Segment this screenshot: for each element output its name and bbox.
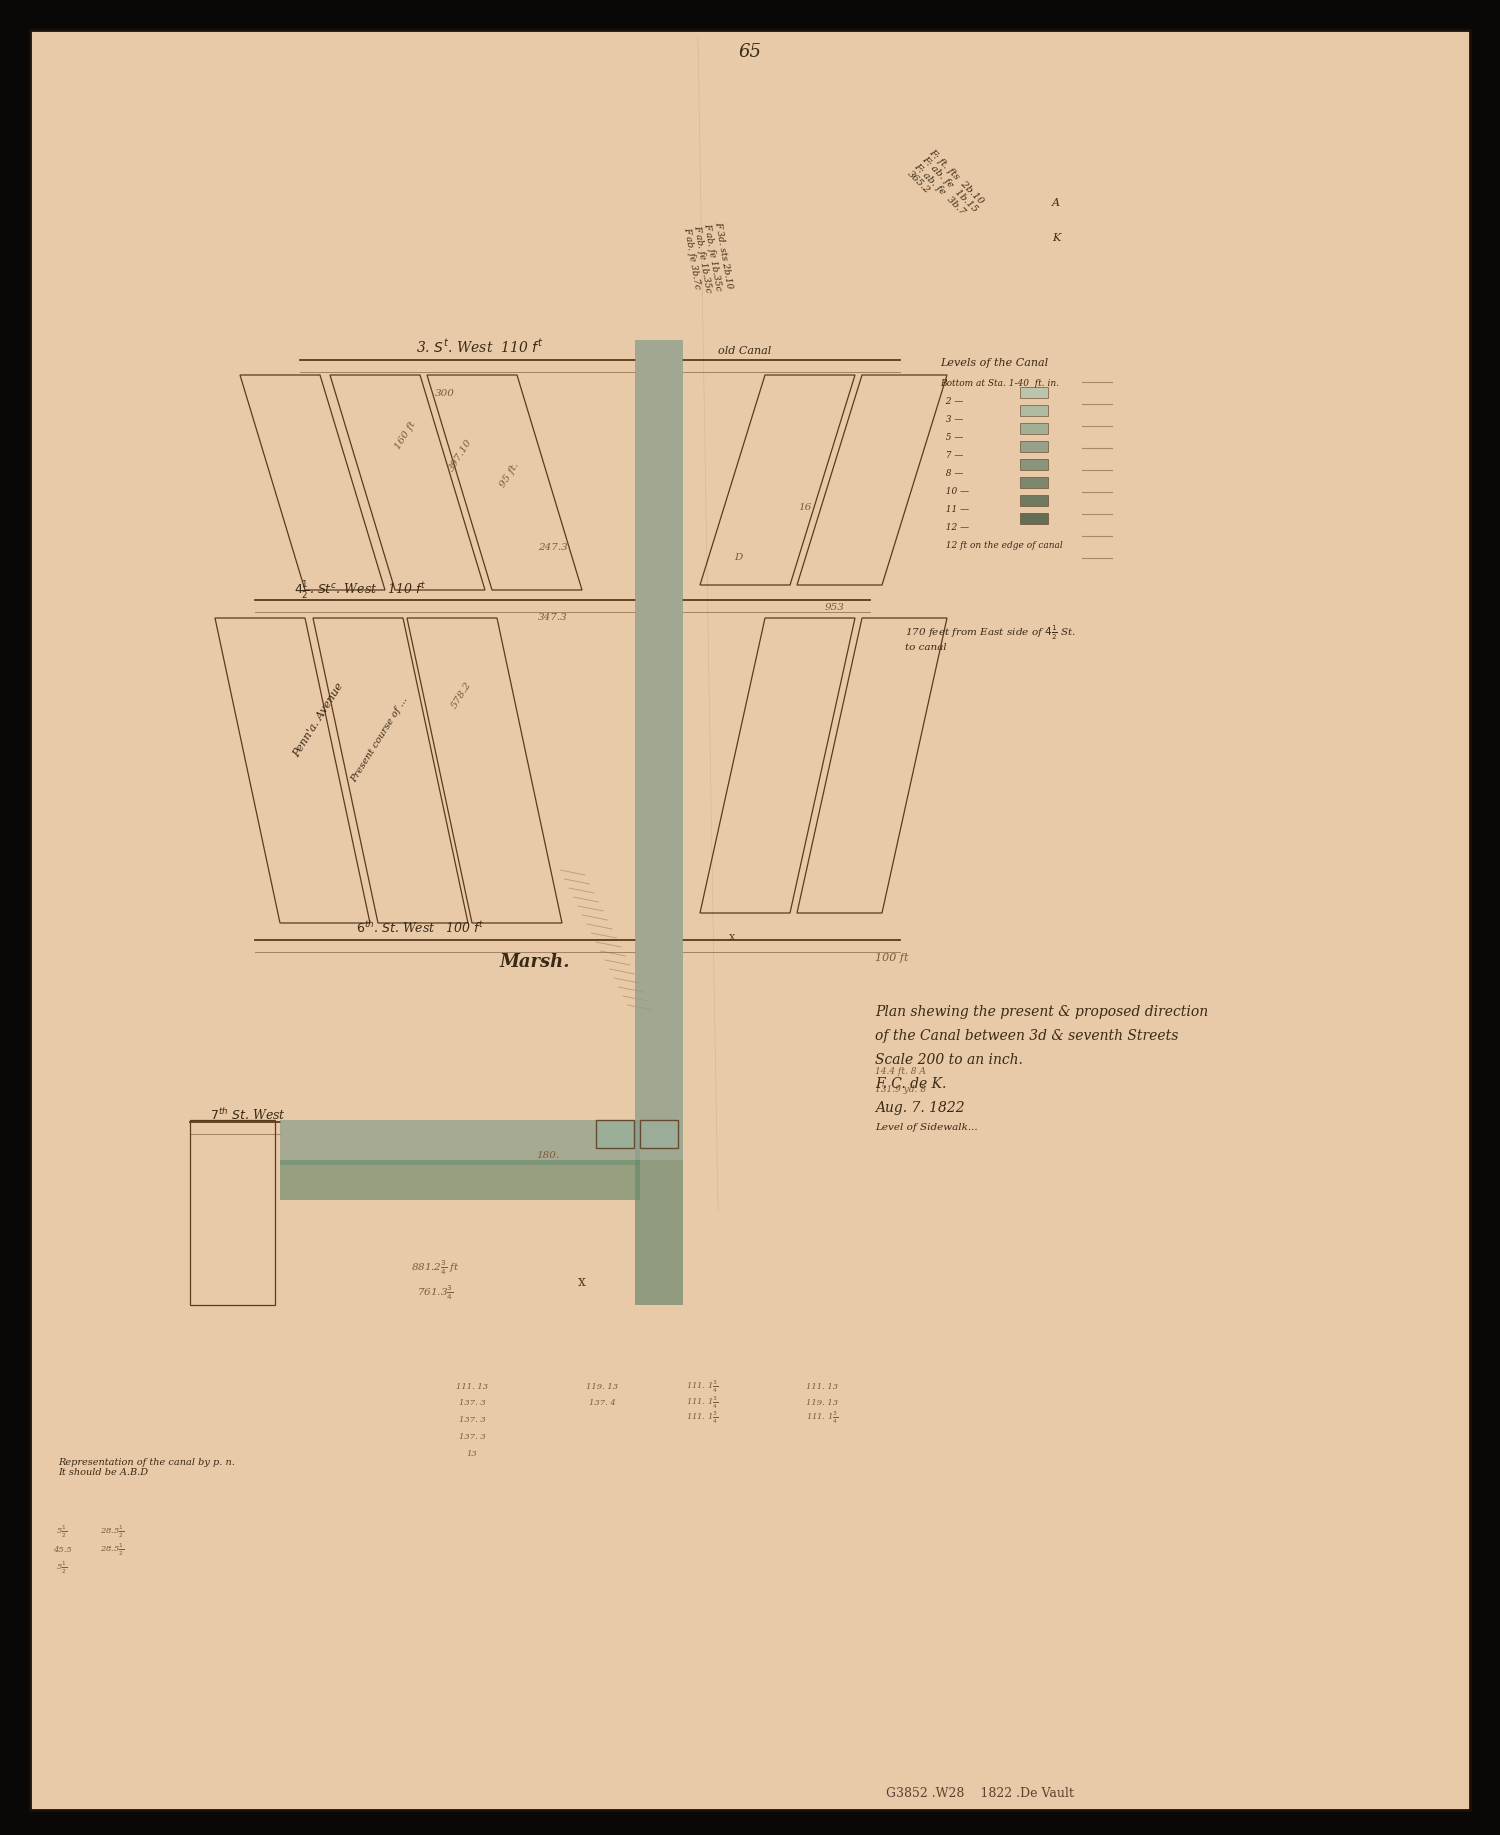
Text: 3. $S^t$. West  110 $f^t$: 3. $S^t$. West 110 $f^t$ <box>417 338 543 356</box>
Bar <box>1020 459 1048 470</box>
Text: Penn'a. Avenue: Penn'a. Avenue <box>291 681 345 760</box>
Bar <box>1020 477 1048 488</box>
Text: 100 ft: 100 ft <box>874 952 909 963</box>
Text: 881.2$\frac{3}{4}$ ft: 881.2$\frac{3}{4}$ ft <box>411 1259 459 1277</box>
Bar <box>1020 387 1048 398</box>
Text: Representation of the canal by p. n.
It should be A.B.D: Representation of the canal by p. n. It … <box>58 1459 236 1477</box>
Text: F: ft. fts  2b.10
F: ab. fe  1b.15
F: ab. fe  3b.7
365.2: F: ft. fts 2b.10 F: ab. fe 1b.15 F: ab. … <box>904 147 987 229</box>
Bar <box>634 1160 682 1305</box>
Text: 111. 1$\frac{3}{4}$: 111. 1$\frac{3}{4}$ <box>806 1409 838 1426</box>
Text: 137. 3: 137. 3 <box>459 1417 486 1424</box>
Text: 180.: 180. <box>537 1151 560 1160</box>
Text: x: x <box>729 932 735 941</box>
Text: 8 —: 8 — <box>940 468 963 477</box>
Text: 347.3: 347.3 <box>538 613 568 622</box>
Text: 45.5: 45.5 <box>53 1547 72 1554</box>
Bar <box>1020 495 1048 506</box>
Text: 14.4 ft. 8 A: 14.4 ft. 8 A <box>874 1068 926 1077</box>
Text: Bottom at Sta. 1-40  ft. in.: Bottom at Sta. 1-40 ft. in. <box>940 378 1059 387</box>
Text: Plan shewing the present & proposed direction
of the Canal between 3d & seventh : Plan shewing the present & proposed dire… <box>874 1006 1208 1114</box>
Text: $6^{th}$. $St$. West   100 $f^t$: $6^{th}$. $St$. West 100 $f^t$ <box>356 919 484 936</box>
Bar <box>1020 440 1048 451</box>
Text: G3852 .W28    1822 .De Vault: G3852 .W28 1822 .De Vault <box>886 1787 1074 1800</box>
Text: 28.5$\frac{1}{2}$: 28.5$\frac{1}{2}$ <box>100 1523 124 1540</box>
Text: $7^{th}$ $St$. West: $7^{th}$ $St$. West <box>210 1107 286 1123</box>
Text: 131.9 yd. 8: 131.9 yd. 8 <box>874 1086 926 1094</box>
Text: 28.5$\frac{1}{2}$: 28.5$\frac{1}{2}$ <box>100 1541 124 1558</box>
Text: 137. 4: 137. 4 <box>588 1398 615 1407</box>
Bar <box>1020 406 1048 417</box>
Text: 3 —: 3 — <box>940 415 963 424</box>
Text: 119. 13: 119. 13 <box>586 1384 618 1391</box>
Text: 300: 300 <box>435 389 454 398</box>
Text: 5$\frac{1}{2}$: 5$\frac{1}{2}$ <box>57 1523 68 1540</box>
Text: 12 —: 12 — <box>940 523 969 532</box>
Text: 7 —: 7 — <box>940 451 963 459</box>
Text: 137. 3: 137. 3 <box>459 1433 486 1440</box>
Text: Levels of the Canal: Levels of the Canal <box>940 358 1048 369</box>
Text: Marsh.: Marsh. <box>500 952 570 971</box>
Bar <box>190 1119 274 1305</box>
Bar <box>596 1119 634 1149</box>
Text: 5$\frac{1}{2}$: 5$\frac{1}{2}$ <box>57 1560 68 1576</box>
Text: 11 —: 11 — <box>940 505 969 514</box>
Text: A


K: A K <box>1052 198 1060 242</box>
Text: 953: 953 <box>825 604 844 613</box>
Text: 95 ft.: 95 ft. <box>500 461 520 490</box>
Text: 160 ft: 160 ft <box>393 420 417 451</box>
Text: 119. 13: 119. 13 <box>806 1398 838 1407</box>
Text: 170 feet from East side of $4\frac{1}{2}$ St.
to canal: 170 feet from East side of $4\frac{1}{2}… <box>904 624 1076 653</box>
Text: 111. 1$\frac{3}{4}$: 111. 1$\frac{3}{4}$ <box>686 1409 718 1426</box>
Text: F 3d. sts 2b.10
F ab. fe 1b.35c
F ab. fe 1b.35c
F ab. fe 3b.7c: F 3d. sts 2b.10 F ab. fe 1b.35c F ab. fe… <box>682 220 734 295</box>
Text: D: D <box>734 554 742 563</box>
Text: 13: 13 <box>466 1450 477 1459</box>
Text: 397.10: 397.10 <box>447 437 474 473</box>
Text: 65: 65 <box>738 42 762 61</box>
Text: 578.2: 578.2 <box>450 681 474 710</box>
Text: 2 —: 2 — <box>940 396 963 406</box>
Text: Level of Sidewalk...: Level of Sidewalk... <box>874 1123 978 1132</box>
Text: x: x <box>578 1275 586 1288</box>
Text: 111. 13: 111. 13 <box>456 1384 488 1391</box>
Text: 111. 13: 111. 13 <box>806 1384 838 1391</box>
Text: 10 —: 10 — <box>940 486 969 495</box>
Text: 111. 1$\frac{3}{4}$: 111. 1$\frac{3}{4}$ <box>686 1378 718 1395</box>
Bar <box>634 339 682 1160</box>
Bar <box>280 1119 640 1165</box>
Text: 111. 1$\frac{3}{4}$: 111. 1$\frac{3}{4}$ <box>686 1395 718 1411</box>
Text: 16: 16 <box>798 503 812 512</box>
Bar <box>1020 424 1048 435</box>
Text: 5 —: 5 — <box>940 433 963 442</box>
Text: 12 ft on the edge of canal: 12 ft on the edge of canal <box>940 541 1062 549</box>
Text: old Canal: old Canal <box>718 347 771 356</box>
Bar <box>640 1119 678 1149</box>
Text: Present course of ...: Present course of ... <box>350 695 410 784</box>
Bar <box>280 1160 640 1200</box>
Bar <box>1020 514 1048 525</box>
Text: $4\frac{1}{2}$. $St^c$. West   110 $f^t$: $4\frac{1}{2}$. $St^c$. West 110 $f^t$ <box>294 580 426 600</box>
Text: 247.3: 247.3 <box>538 543 568 552</box>
Text: 761.3$\frac{3}{4}$: 761.3$\frac{3}{4}$ <box>417 1284 453 1303</box>
Text: 137. 3: 137. 3 <box>459 1398 486 1407</box>
